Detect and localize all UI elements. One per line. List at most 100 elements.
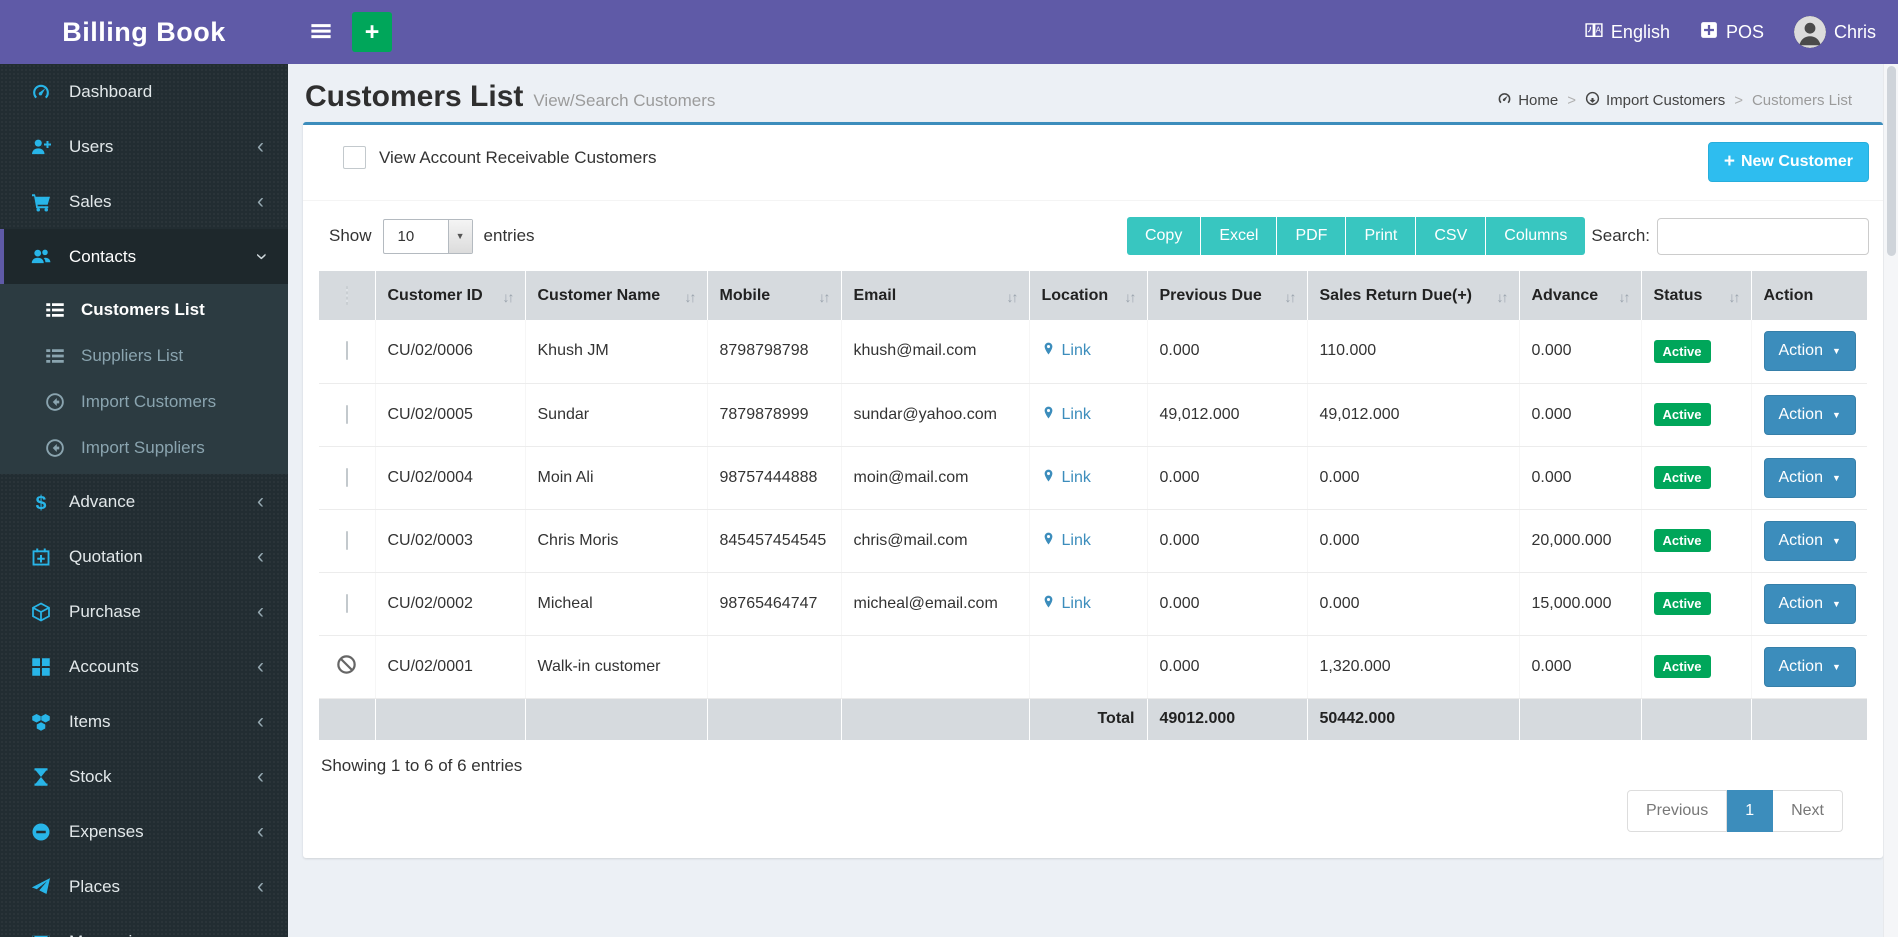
- sort-icon[interactable]: ↓↑: [503, 289, 513, 305]
- pos-button[interactable]: POS: [1700, 21, 1764, 44]
- export-button-pdf[interactable]: PDF: [1276, 217, 1345, 255]
- column-label: Email: [854, 287, 897, 304]
- sidebar-subitem-customers-list[interactable]: Customers List: [0, 287, 288, 333]
- breadcrumb-label: Customers List: [1752, 92, 1852, 109]
- sidebar-subitem-import-customers[interactable]: Import Customers: [0, 379, 288, 425]
- sidebar-item-stock[interactable]: Stock‹: [0, 749, 288, 804]
- breadcrumb: Home>Import Customers>Customers List: [1497, 91, 1852, 110]
- scrollbar[interactable]: [1883, 64, 1898, 937]
- page-length-select[interactable]: 10 ▼: [383, 219, 473, 254]
- status-badge: Active: [1654, 403, 1711, 426]
- sidebar-item-contacts[interactable]: Contacts‹: [0, 229, 288, 284]
- row-checkbox[interactable]: [346, 341, 348, 360]
- sidebar-item-purchase[interactable]: Purchase‹: [0, 584, 288, 639]
- hamburger-menu-icon[interactable]: [310, 20, 334, 44]
- sidebar-item-accounts[interactable]: Accounts‹: [0, 639, 288, 694]
- location-link[interactable]: Link: [1042, 405, 1091, 425]
- sidebar-item-dashboard[interactable]: Dashboard: [0, 64, 288, 119]
- receivable-checkbox-label: View Account Receivable Customers: [379, 148, 657, 168]
- column-header-advance[interactable]: Advance↓↑: [1519, 271, 1641, 320]
- sort-icon[interactable]: ↓↑: [1285, 289, 1295, 305]
- breadcrumb-item-import-customers[interactable]: Import Customers: [1585, 91, 1725, 110]
- language-icon: A: [1585, 21, 1603, 44]
- sidebar-item-label: Contacts: [69, 247, 136, 267]
- entries-summary: Showing 1 to 6 of 6 entries: [321, 756, 1867, 776]
- select-all-checkbox[interactable]: [346, 286, 348, 305]
- action-dropdown-button[interactable]: Action▼: [1764, 458, 1856, 498]
- receivable-checkbox[interactable]: [343, 146, 366, 169]
- sidebar-item-sales[interactable]: Sales‹: [0, 174, 288, 229]
- row-checkbox[interactable]: [346, 468, 348, 487]
- column-header-location[interactable]: Location↓↑: [1029, 271, 1147, 320]
- breadcrumb-label: Home: [1518, 92, 1558, 109]
- row-checkbox[interactable]: [346, 594, 348, 613]
- advance-value: 20,000.000: [1532, 532, 1612, 549]
- pagination-page-1[interactable]: 1: [1727, 790, 1773, 832]
- sort-icon[interactable]: ↓↑: [1125, 289, 1135, 305]
- quick-add-button[interactable]: +: [352, 12, 392, 52]
- sidebar-subitem-import-suppliers[interactable]: Import Suppliers: [0, 425, 288, 471]
- dashboard-icon: [30, 82, 52, 102]
- pagination-next[interactable]: Next: [1773, 790, 1843, 832]
- export-button-columns[interactable]: Columns: [1485, 217, 1585, 255]
- plus-square-icon: [1700, 21, 1718, 44]
- sidebar-subitem-suppliers-list[interactable]: Suppliers List: [0, 333, 288, 379]
- row-checkbox[interactable]: [346, 405, 348, 424]
- sort-icon[interactable]: ↓↑: [1007, 289, 1017, 305]
- column-header-email[interactable]: Email ↓↑: [841, 271, 1029, 320]
- cell-mobile: 8798798798: [707, 320, 841, 383]
- sort-icon[interactable]: ↓↑: [1619, 289, 1629, 305]
- sort-icon[interactable]: ↓↑: [819, 289, 829, 305]
- row-checkbox[interactable]: [346, 531, 348, 550]
- entries-label: entries: [484, 226, 535, 246]
- location-link[interactable]: Link: [1042, 468, 1091, 488]
- location-link[interactable]: Link: [1042, 341, 1091, 361]
- brand-logo[interactable]: Billing Book: [0, 0, 288, 64]
- total-cell-action: [1751, 698, 1867, 740]
- sidebar-item-items[interactable]: Items‹: [0, 694, 288, 749]
- action-dropdown-button[interactable]: Action▼: [1764, 521, 1856, 561]
- column-header-previous_due[interactable]: Previous Due↓↑: [1147, 271, 1307, 320]
- advance-value: 0.000: [1532, 469, 1572, 486]
- export-button-excel[interactable]: Excel: [1200, 217, 1276, 255]
- column-header-status[interactable]: Status↓↑: [1641, 271, 1751, 320]
- sidebar-item-expenses[interactable]: Expenses‹: [0, 804, 288, 859]
- action-dropdown-button[interactable]: Action▼: [1764, 647, 1856, 687]
- location-link[interactable]: Link: [1042, 594, 1091, 614]
- search-control: Search:: [1591, 218, 1869, 255]
- language-menu[interactable]: A English: [1585, 21, 1670, 44]
- action-dropdown-button[interactable]: Action▼: [1764, 584, 1856, 624]
- sort-icon[interactable]: ↓↑: [1497, 289, 1507, 305]
- chevron-left-icon: ‹: [257, 656, 264, 677]
- mobile-value: 7879878999: [720, 406, 809, 423]
- sort-icon[interactable]: ↓↑: [1729, 289, 1739, 305]
- search-input[interactable]: [1657, 218, 1869, 255]
- export-button-print[interactable]: Print: [1345, 217, 1415, 255]
- sort-icon[interactable]: ↓↑: [685, 289, 695, 305]
- sidebar-item-quotation[interactable]: Quotation‹: [0, 529, 288, 584]
- receivable-filter: View Account Receivable Customers: [343, 146, 657, 169]
- column-header-sales_return_due[interactable]: Sales Return Due(+)↓↑: [1307, 271, 1519, 320]
- sidebar-item-messaging[interactable]: Messaging‹: [0, 914, 288, 937]
- cell-advance: 20,000.000: [1519, 509, 1641, 572]
- export-button-csv[interactable]: CSV: [1415, 217, 1485, 255]
- location-link[interactable]: Link: [1042, 531, 1091, 551]
- pagination-previous[interactable]: Previous: [1627, 790, 1727, 832]
- sidebar-item-users[interactable]: Users‹: [0, 119, 288, 174]
- action-dropdown-button[interactable]: Action▼: [1764, 331, 1856, 371]
- column-header-mobile[interactable]: Mobile↓↑: [707, 271, 841, 320]
- sidebar-item-advance[interactable]: $Advance‹: [0, 474, 288, 529]
- cell-previous_due: 0.000: [1147, 635, 1307, 698]
- cell-previous_due: 49,012.000: [1147, 383, 1307, 446]
- action-button-label: Action: [1779, 469, 1823, 487]
- new-customer-button[interactable]: + New Customer: [1708, 142, 1869, 182]
- sidebar-item-places[interactable]: Places‹: [0, 859, 288, 914]
- user-menu[interactable]: Chris: [1794, 16, 1876, 48]
- cell-select: [319, 572, 375, 635]
- column-header-customer_name[interactable]: Customer Name↓↑: [525, 271, 707, 320]
- scrollbar-thumb[interactable]: [1887, 66, 1896, 256]
- column-header-customer_id[interactable]: Customer ID↓↑: [375, 271, 525, 320]
- action-dropdown-button[interactable]: Action▼: [1764, 395, 1856, 435]
- export-button-copy[interactable]: Copy: [1127, 217, 1200, 255]
- breadcrumb-item-home[interactable]: Home: [1497, 91, 1558, 110]
